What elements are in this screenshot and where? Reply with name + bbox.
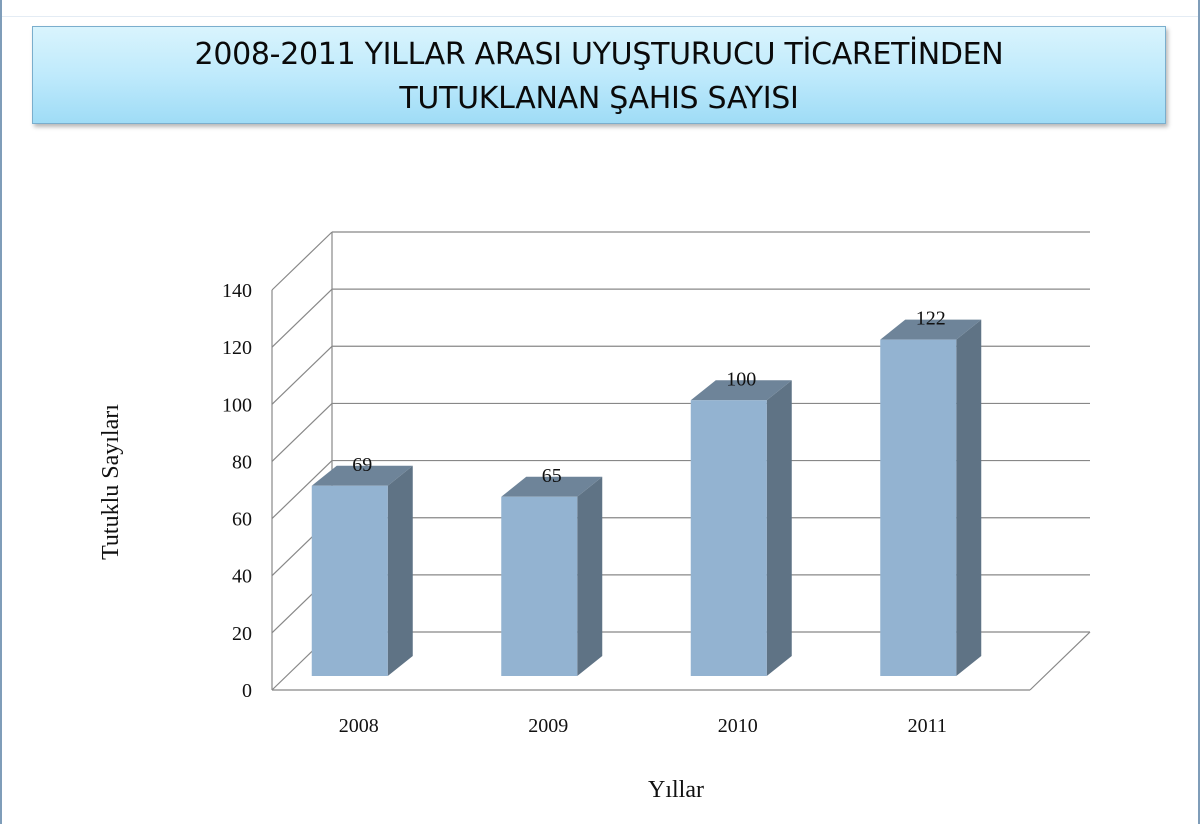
window-left-edge bbox=[0, 0, 2, 824]
x-axis-title: Yıllar bbox=[648, 777, 704, 803]
x-tick-label: 2011 bbox=[908, 715, 947, 737]
bar-2009: 65 bbox=[501, 465, 603, 676]
y-tick-label: 140 bbox=[222, 280, 252, 302]
x-tick-label: 2010 bbox=[718, 715, 758, 737]
grid-diagonal-60 bbox=[271, 460, 333, 520]
y-axis-title: Tutuklu Sayıları bbox=[98, 404, 124, 560]
bar-top-face bbox=[690, 380, 792, 401]
grid-diagonal-140 bbox=[271, 231, 333, 291]
grid-diagonal-120 bbox=[271, 288, 333, 348]
y-tick-label: 80 bbox=[232, 451, 252, 473]
y-tick-label: 120 bbox=[222, 337, 252, 359]
y-axis-ticks: 0 20 40 60 80 100 120 140 bbox=[222, 280, 252, 702]
bar-front-face bbox=[690, 400, 767, 676]
bar-side-face bbox=[577, 476, 603, 676]
bar-top-face bbox=[501, 476, 603, 497]
grid-diagonal-80 bbox=[271, 402, 333, 462]
bar-2008: 69 bbox=[311, 454, 413, 676]
bar-2011: 122 bbox=[880, 308, 982, 676]
window-top-edge bbox=[0, 0, 1200, 17]
bar-top-face bbox=[880, 319, 982, 340]
chart-title-line-2: TUTUKLANAN ŞAHIS SAYISI bbox=[399, 81, 799, 116]
bar-front-face bbox=[311, 485, 388, 676]
x-tick-label: 2009 bbox=[528, 715, 568, 737]
y-tick-label: 0 bbox=[242, 680, 252, 702]
bar-side-face bbox=[766, 380, 792, 676]
bar-side-face bbox=[956, 319, 982, 676]
data-label: 69 bbox=[352, 454, 372, 476]
bar-front-face bbox=[501, 496, 578, 676]
data-label: 65 bbox=[542, 465, 562, 487]
window-right-edge bbox=[1198, 0, 1200, 824]
x-axis-ticks: 2008 2009 2010 2011 bbox=[339, 715, 947, 737]
y-tick-label: 20 bbox=[232, 623, 252, 645]
data-label: 100 bbox=[726, 368, 756, 390]
data-label: 122 bbox=[916, 308, 946, 330]
floor-right-edge bbox=[1029, 631, 1091, 691]
grid-diagonal-100 bbox=[271, 345, 333, 405]
y-tick-label: 40 bbox=[232, 566, 252, 588]
bar-side-face bbox=[387, 465, 413, 676]
x-tick-label: 2008 bbox=[339, 715, 379, 737]
bar-top-face bbox=[311, 465, 413, 486]
bars: 69 65 100 122 bbox=[311, 308, 982, 676]
y-tick-label: 100 bbox=[222, 394, 252, 416]
chart-title-box: 2008-2011 YILLAR ARASI UYUŞTURUCU TİCARE… bbox=[32, 26, 1166, 124]
bar-2010: 100 bbox=[690, 368, 792, 676]
bar-front-face bbox=[880, 339, 957, 676]
chart-title-line-1: 2008-2011 YILLAR ARASI UYUŞTURUCU TİCARE… bbox=[194, 37, 1004, 72]
y-tick-label: 60 bbox=[232, 509, 252, 531]
